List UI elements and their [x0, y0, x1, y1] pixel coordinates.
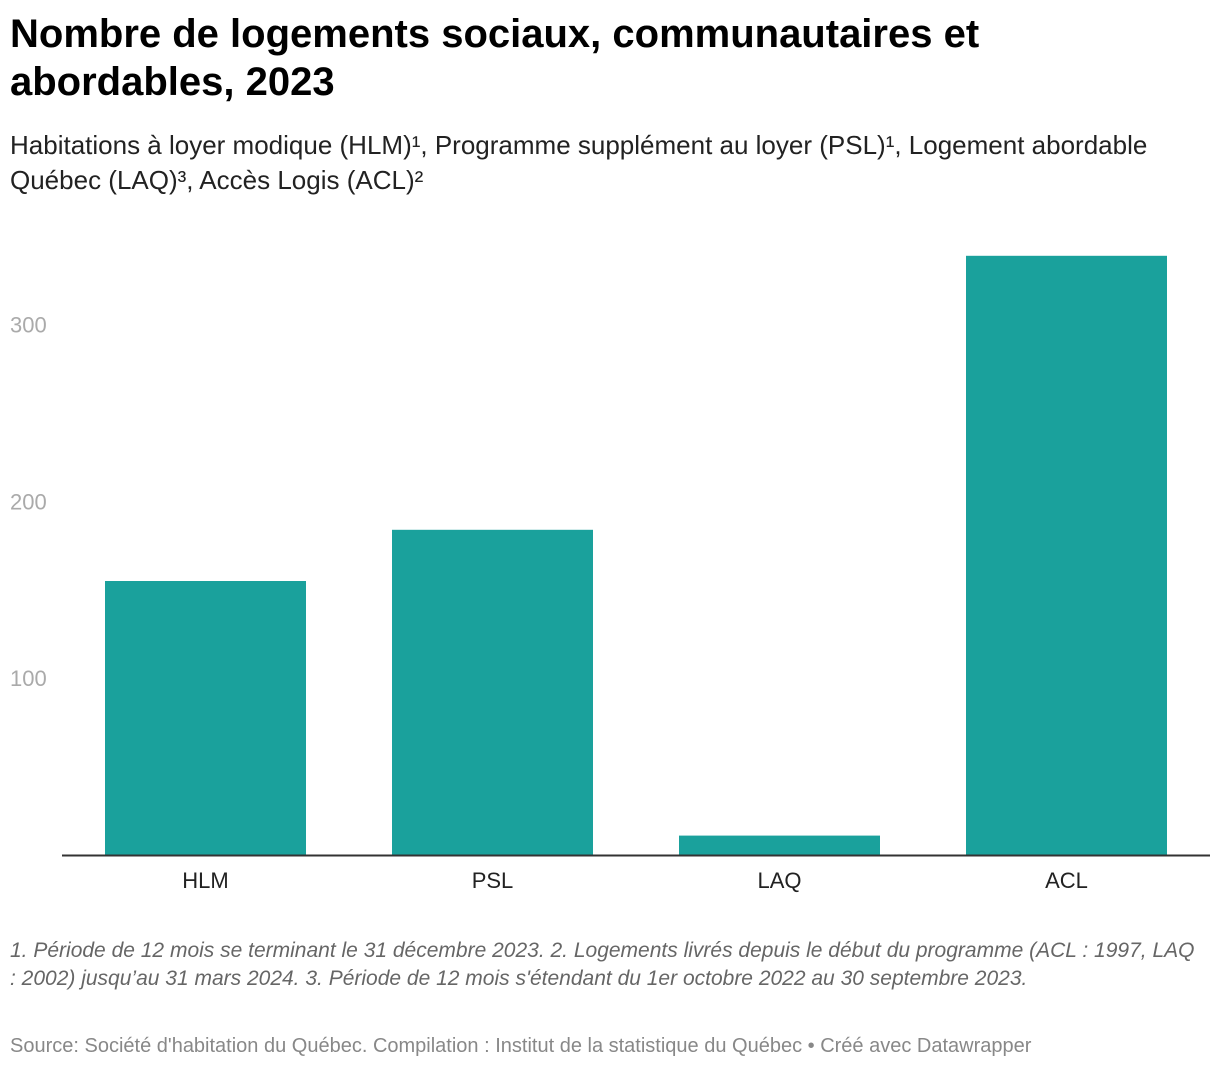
bar-chart: 100 200 300 HLM PSL LAQ ACL	[10, 255, 1210, 893]
footnotes: 1. Période de 12 mois se terminant le 31…	[10, 939, 1195, 990]
x-tick-label: HLM	[182, 868, 228, 893]
source-line: Source: Société d'habitation du Québec. …	[10, 1035, 1032, 1057]
x-tick-label: ACL	[1045, 868, 1088, 893]
x-tick-label: PSL	[472, 868, 514, 893]
y-tick-label: 100	[10, 666, 47, 691]
x-tick-label: LAQ	[757, 868, 801, 893]
chart-subtitle: Habitations à loyer modique (HLM)¹, Prog…	[10, 130, 1148, 195]
y-tick-label: 300	[10, 313, 47, 338]
bar-psl[interactable]	[392, 529, 593, 855]
bar-laq[interactable]	[679, 835, 880, 855]
bar-acl[interactable]	[966, 255, 1167, 856]
y-tick-label: 200	[10, 489, 47, 514]
bar-hlm[interactable]	[105, 581, 306, 855]
chart-title: Nombre de logements sociaux, communautai…	[10, 12, 980, 104]
